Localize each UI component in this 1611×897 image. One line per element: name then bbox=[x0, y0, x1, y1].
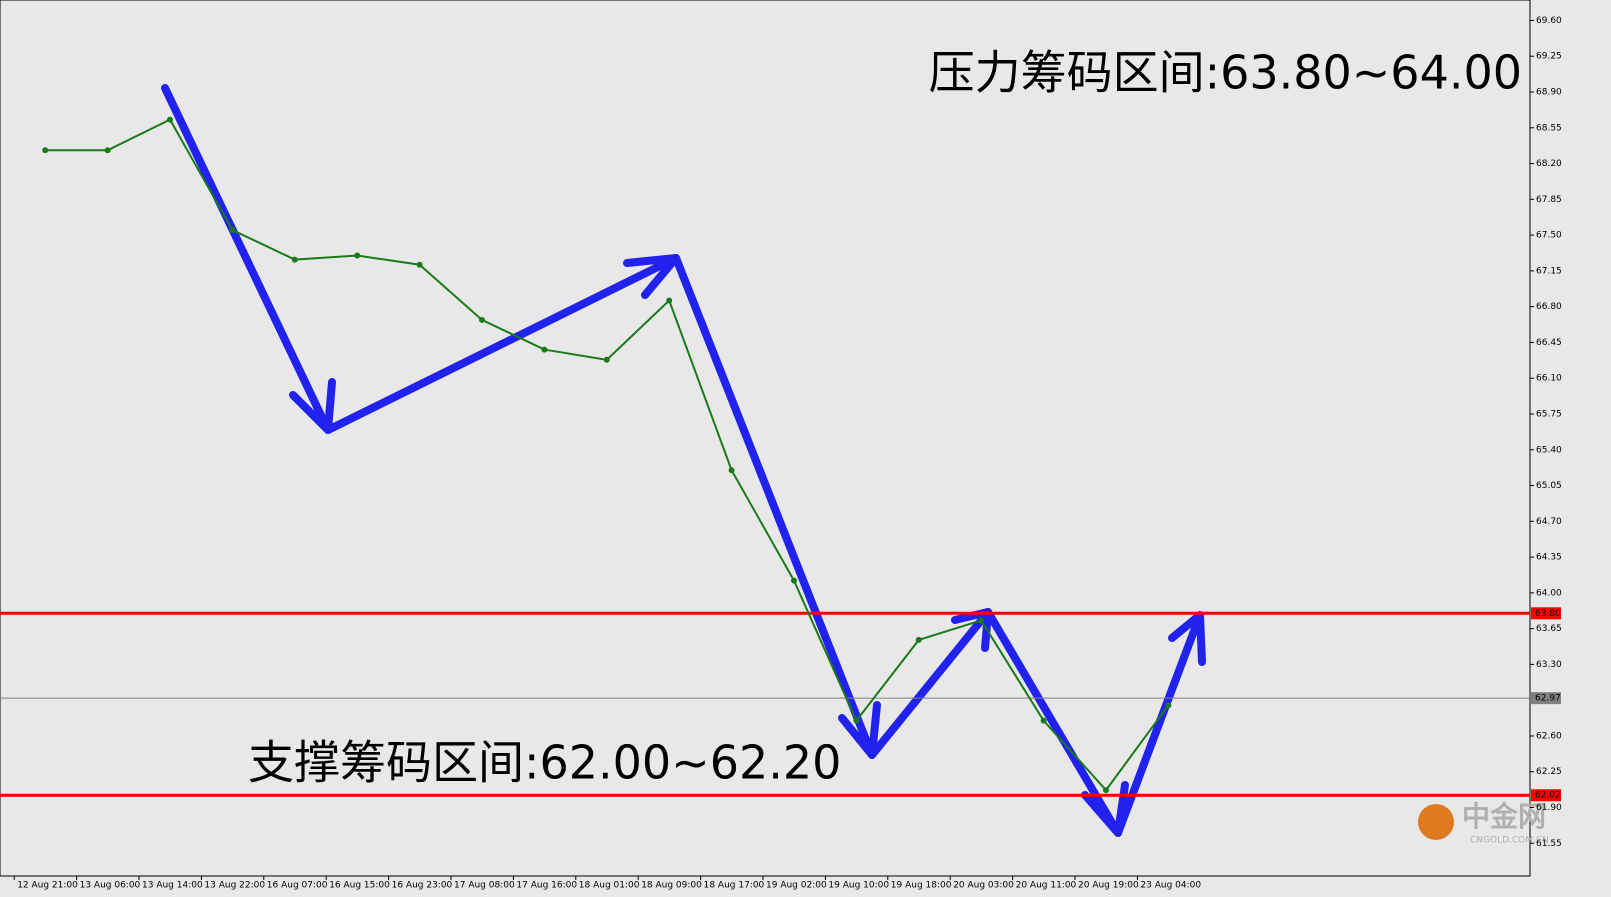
price-point bbox=[1040, 717, 1047, 724]
y-tick-label: 61.55 bbox=[1536, 839, 1562, 849]
x-tick-label: 13 Aug 06:00 bbox=[80, 881, 141, 891]
x-tick-label: 20 Aug 19:00 bbox=[1078, 881, 1139, 891]
price-point bbox=[541, 346, 548, 353]
watermark: CNGOLD.COM.CN bbox=[1470, 836, 1549, 846]
y-tick-label: 63.30 bbox=[1536, 660, 1562, 670]
price-point bbox=[666, 297, 673, 304]
y-tick-label: 67.50 bbox=[1536, 231, 1562, 241]
y-tick-label: 64.35 bbox=[1536, 553, 1562, 563]
price-point bbox=[354, 252, 361, 259]
price-point bbox=[416, 261, 423, 268]
annotation: 支撑筹码区间:62.00~62.20 bbox=[248, 736, 841, 790]
y-tick-label: 65.75 bbox=[1536, 409, 1562, 419]
level-marker bbox=[1531, 692, 1561, 705]
x-tick-label: 12 Aug 21:00 bbox=[17, 881, 78, 891]
x-tick-label: 23 Aug 04:00 bbox=[1140, 881, 1201, 891]
y-tick-label: 69.60 bbox=[1536, 16, 1562, 26]
price-point bbox=[978, 617, 985, 624]
y-tick-label: 61.90 bbox=[1536, 803, 1562, 813]
y-tick-label: 67.15 bbox=[1536, 266, 1562, 276]
x-tick-label: 18 Aug 09:00 bbox=[641, 881, 702, 891]
y-tick-label: 62.60 bbox=[1536, 731, 1562, 741]
price-point bbox=[104, 147, 111, 154]
price-point bbox=[791, 577, 797, 584]
y-tick-label: 66.10 bbox=[1536, 374, 1562, 384]
level-label: 62.97 bbox=[1535, 694, 1561, 704]
x-tick-label: 20 Aug 11:00 bbox=[1016, 881, 1077, 891]
x-tick-label: 16 Aug 15:00 bbox=[329, 881, 390, 891]
logo-icon bbox=[1418, 804, 1454, 840]
x-tick-label: 17 Aug 16:00 bbox=[516, 881, 577, 891]
x-tick-label: 19 Aug 02:00 bbox=[766, 881, 827, 891]
price-point bbox=[1103, 787, 1109, 794]
y-tick-label: 62.25 bbox=[1536, 767, 1562, 777]
price-point bbox=[1165, 702, 1172, 709]
y-tick-label: 65.40 bbox=[1536, 445, 1562, 455]
annotation: 压力筹码区间:63.80~64.00 bbox=[929, 46, 1522, 100]
level-label: 63.80 bbox=[1535, 609, 1561, 619]
y-tick-label: 66.45 bbox=[1536, 338, 1562, 348]
x-tick-label: 18 Aug 01:00 bbox=[579, 881, 640, 891]
level-marker bbox=[1531, 607, 1561, 620]
x-tick-label: 19 Aug 10:00 bbox=[828, 881, 889, 891]
x-tick-label: 16 Aug 23:00 bbox=[392, 881, 453, 891]
x-tick-label: 16 Aug 07:00 bbox=[267, 881, 328, 891]
y-tick-label: 68.55 bbox=[1536, 123, 1562, 133]
y-tick-label: 65.05 bbox=[1536, 481, 1562, 491]
x-tick-label: 19 Aug 18:00 bbox=[891, 881, 952, 891]
y-tick-label: 64.70 bbox=[1536, 517, 1562, 527]
price-point bbox=[853, 717, 860, 724]
y-tick-label: 69.25 bbox=[1536, 52, 1562, 62]
price-point bbox=[42, 147, 49, 154]
price-point bbox=[479, 316, 485, 323]
x-tick-label: 18 Aug 17:00 bbox=[704, 881, 765, 891]
price-point bbox=[291, 256, 298, 263]
y-tick-label: 68.90 bbox=[1536, 87, 1562, 97]
watermark: 中金网 bbox=[1462, 800, 1546, 833]
x-tick-label: 20 Aug 03:00 bbox=[953, 881, 1014, 891]
level-marker bbox=[1531, 789, 1561, 802]
price-point bbox=[229, 226, 236, 233]
y-tick-label: 63.65 bbox=[1536, 624, 1562, 634]
y-tick-label: 66.80 bbox=[1536, 302, 1562, 312]
price-point bbox=[915, 636, 922, 643]
y-tick-label: 64.00 bbox=[1536, 588, 1562, 598]
price-point bbox=[167, 116, 173, 123]
x-tick-label: 13 Aug 14:00 bbox=[142, 881, 203, 891]
y-tick-label: 67.85 bbox=[1536, 195, 1562, 205]
plot-area bbox=[0, 0, 1531, 877]
level-label: 62.02 bbox=[1535, 791, 1561, 801]
price-point bbox=[603, 356, 610, 363]
price-point bbox=[728, 467, 735, 474]
x-tick-label: 17 Aug 08:00 bbox=[454, 881, 515, 891]
x-tick-label: 13 Aug 22:00 bbox=[204, 881, 265, 891]
y-tick-label: 68.20 bbox=[1536, 159, 1562, 169]
